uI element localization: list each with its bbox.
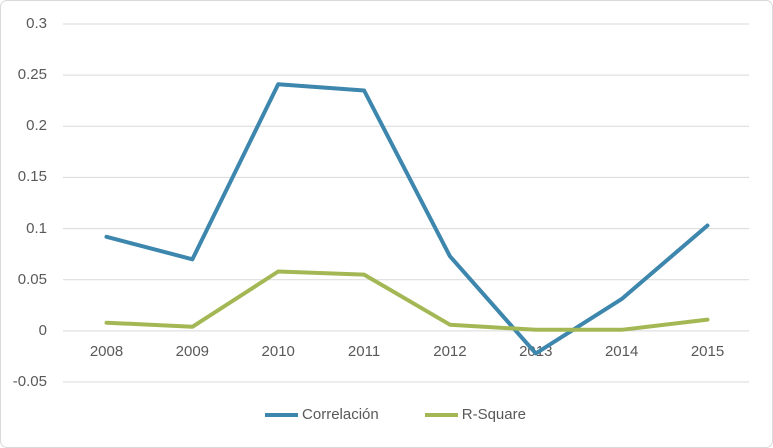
legend-label-r-square: R-Square [461,406,526,423]
x-tick-label: 2008 [89,342,124,360]
y-tick-label: 0.25 [17,66,47,84]
x-tick-label: 2015 [690,342,725,360]
x-tick-label: 2010 [261,342,295,360]
legend: Correlación R-Square [1,406,772,424]
legend-swatch-r-square [424,413,458,417]
x-tick-label: 2009 [175,342,210,360]
y-tick-label: 0 [38,321,47,339]
legend-item-correlacion[interactable]: Correlación [265,406,379,424]
y-tick-label: 0.3 [26,15,47,32]
legend-label-correlacion: Correlación [302,406,379,423]
y-tick-label: 0.15 [17,168,47,186]
x-tick-label: 2012 [433,342,467,360]
x-tick-label: 2011 [347,342,381,360]
series-line-correlaci-n [104,82,710,356]
legend-item-r-square[interactable]: R-Square [424,406,526,424]
y-tick-label: -0.05 [12,373,47,390]
x-tick-label: 2013 [519,342,553,360]
legend-swatch-correlacion [265,413,299,417]
x-tick-label: 2014 [604,342,639,360]
y-tick-label: 0.05 [17,270,47,288]
series-line-r-square [104,269,710,332]
y-tick-label: 0.2 [26,117,47,135]
y-tick-label: 0.1 [26,219,47,237]
